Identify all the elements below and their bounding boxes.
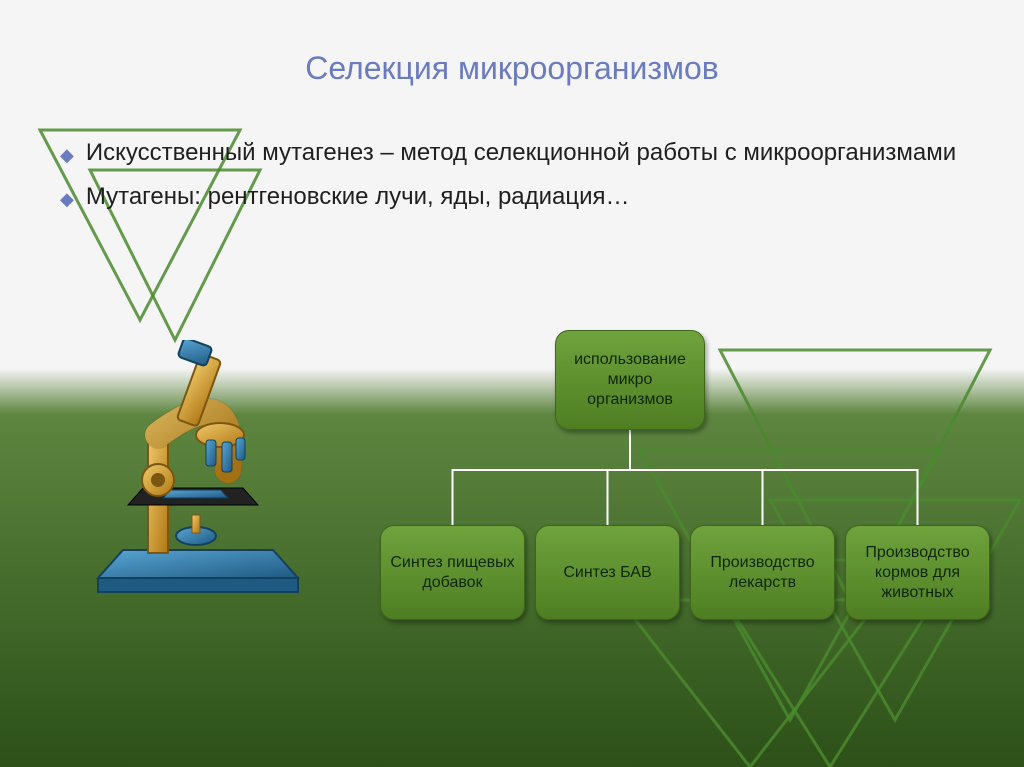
bullet-marker-icon: ◆ xyxy=(60,187,74,211)
bullet-text: Искусственный мутагенез – метод селекцио… xyxy=(86,137,956,169)
diagram-root-node: использование микро организмов xyxy=(555,330,705,430)
microscope-illustration xyxy=(88,340,308,605)
usage-diagram: использование микро организмов Синтез пищ… xyxy=(380,330,1000,660)
diagram-child-node: Производство лекарств xyxy=(690,525,835,620)
diagram-child-node: Синтез пищевых добавок xyxy=(380,525,525,620)
bullet-list: ◆ Искусственный мутагенез – метод селекц… xyxy=(0,87,1024,214)
bullet-text: Мутагены: рентгеновские лучи, яды, радиа… xyxy=(86,181,630,213)
diagram-child-node: Синтез БАВ xyxy=(535,525,680,620)
bullet-item: ◆ Искусственный мутагенез – метод селекц… xyxy=(60,137,964,169)
page-title: Селекция микроорганизмов xyxy=(0,0,1024,87)
diagram-child-node: Производство кормов для животных xyxy=(845,525,990,620)
microscope-icon xyxy=(88,340,308,600)
bullet-marker-icon: ◆ xyxy=(60,143,74,167)
bullet-item: ◆ Мутагены: рентгеновские лучи, яды, рад… xyxy=(60,181,964,213)
